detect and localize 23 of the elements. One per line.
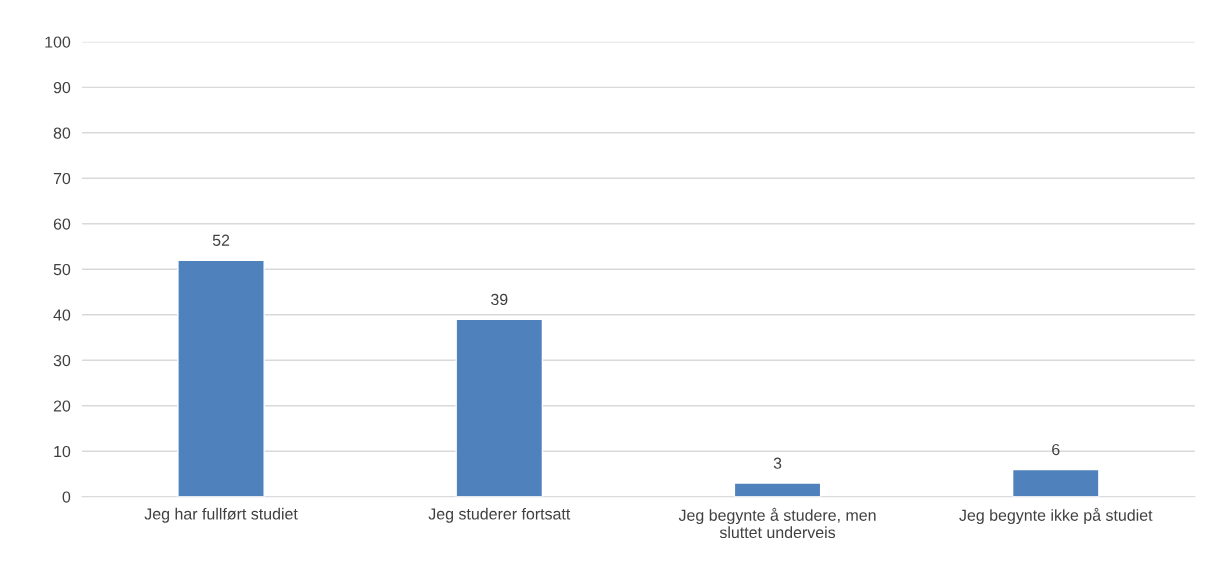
x-tick-label: Jeg begynte å studere, men sluttet underveis (678, 507, 876, 539)
y-tick-label: 60 (53, 218, 71, 230)
y-tick-label: 80 (53, 127, 71, 139)
x-tick-label: Jeg studerer fortsatt (428, 507, 571, 523)
bar (733, 482, 822, 497)
y-tick-label: 90 (53, 81, 71, 94)
data-label: 6 (1052, 443, 1060, 456)
x-tick-label: Jeg begynte ikke på studiet (959, 507, 1153, 525)
y-tick-label: 70 (53, 172, 71, 185)
data-label: 39 (491, 293, 508, 306)
y-tick-label: 50 (53, 263, 71, 276)
bar (1011, 468, 1100, 497)
y-tick-label: 30 (53, 354, 71, 367)
bar (177, 259, 265, 497)
x-tick-label: Jeg har fullført studiet (144, 507, 298, 523)
y-tick-label: 0 (62, 491, 71, 503)
y-tick-label: 10 (54, 445, 71, 458)
y-tick-label: 100 (45, 36, 71, 48)
y-tick-label: 20 (53, 400, 71, 412)
data-label: 3 (773, 457, 782, 469)
bar (455, 318, 544, 497)
y-tick-label: 40 (53, 309, 71, 321)
data-label: 52 (212, 234, 230, 246)
